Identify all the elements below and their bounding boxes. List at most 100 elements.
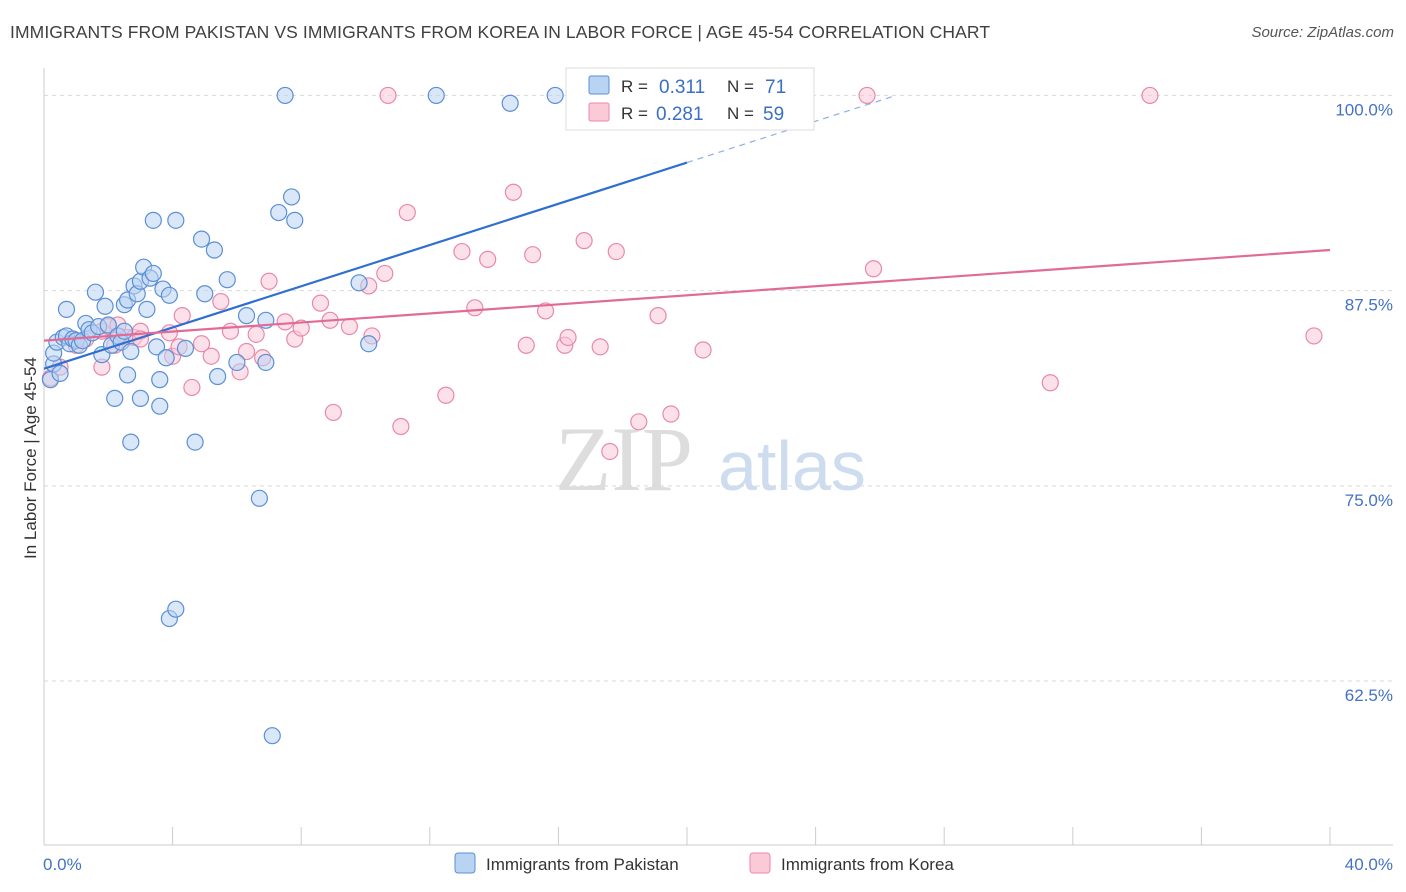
pakistan-point	[360, 335, 378, 353]
korea-point	[559, 328, 577, 347]
korea-point	[221, 322, 240, 340]
pakistan-point	[144, 211, 162, 229]
korea-point	[479, 250, 497, 268]
korea-point	[173, 307, 191, 325]
chart-source: Source: ZipAtlas.com	[1251, 24, 1394, 41]
legend-n-value-korea: 59	[763, 104, 784, 125]
korea-point	[202, 347, 220, 365]
pakistan-point	[131, 389, 150, 407]
korea-point	[276, 313, 294, 331]
pakistan-point	[138, 300, 156, 318]
korea-point	[864, 260, 883, 278]
legend-r-label-korea: R =	[621, 104, 648, 123]
korea-point	[247, 325, 265, 343]
pakistan-point	[192, 230, 211, 248]
y-tick-label: 75.0%	[1345, 491, 1393, 510]
trend-lines	[43, 94, 1331, 370]
pakistan-point	[122, 342, 140, 361]
pakistan-point	[144, 264, 162, 283]
korea-point	[694, 341, 712, 359]
pakistan-point	[151, 371, 169, 389]
pakistan-points	[41, 86, 564, 745]
korea-point	[524, 246, 542, 264]
y-tick-label: 62.5%	[1345, 686, 1393, 705]
korea-point	[575, 232, 593, 250]
pakistan-point	[167, 600, 185, 618]
pakistan-point	[350, 274, 368, 292]
pakistan-point	[257, 353, 275, 372]
pakistan-point	[263, 727, 281, 745]
series-legend-swatch-korea	[749, 852, 771, 874]
korea-point	[292, 319, 310, 337]
pakistan-trend-extension	[686, 94, 897, 164]
korea-point	[212, 292, 230, 311]
pakistan-point	[96, 297, 114, 315]
series-legend-swatch-pakistan	[454, 852, 476, 874]
watermark-zip: ZIP	[555, 408, 693, 510]
korea-point	[376, 264, 394, 283]
korea-point	[607, 242, 625, 261]
korea-point	[192, 335, 211, 353]
legend-n-label-korea: N =	[727, 104, 754, 123]
korea-point	[260, 272, 278, 290]
korea-point	[392, 417, 410, 436]
series-legend-label-korea: Immigrants from Korea	[781, 855, 954, 874]
pakistan-point	[151, 397, 169, 415]
x-tick-label-min: 0.0%	[43, 855, 82, 874]
pakistan-point	[160, 286, 178, 304]
pakistan-point	[157, 349, 175, 367]
korea-points	[41, 86, 1323, 461]
pakistan-point	[115, 322, 133, 340]
korea-point	[630, 413, 648, 431]
legend-swatch-korea	[588, 102, 610, 122]
pakistan-point	[205, 241, 223, 259]
pakistan-point	[86, 283, 105, 301]
pakistan-point	[270, 203, 288, 222]
pakistan-point	[237, 307, 256, 325]
legend-n-label-pakistan: N =	[727, 77, 754, 96]
korea-point	[662, 405, 680, 423]
axes	[43, 68, 1393, 846]
pakistan-point	[286, 211, 304, 229]
legend-r-value-korea: 0.281	[656, 104, 704, 125]
pakistan-point	[147, 338, 166, 356]
korea-point	[183, 378, 201, 397]
y-axis-label: In Labor Force | Age 45-54	[21, 357, 40, 559]
korea-point	[517, 336, 535, 354]
pakistan-point	[250, 489, 269, 507]
korea-point	[466, 299, 484, 317]
chart-title: IMMIGRANTS FROM PAKISTAN VS IMMIGRANTS F…	[10, 22, 991, 42]
stats-legend: R = 0.311 N = 71 R = 0.281 N = 59	[565, 67, 815, 131]
korea-point	[649, 307, 667, 325]
gridlines	[44, 94, 1393, 682]
pakistan-trend-line	[43, 161, 688, 370]
pakistan-point	[167, 211, 185, 229]
y-tick-labels: 100.0% 87.5% 75.0% 62.5%	[1335, 100, 1393, 705]
korea-point	[1141, 86, 1159, 105]
korea-point	[398, 203, 416, 222]
korea-trend-line	[43, 248, 1331, 342]
pakistan-point	[228, 353, 246, 372]
pakistan-point	[106, 389, 124, 407]
korea-point	[379, 86, 397, 105]
korea-point	[858, 86, 876, 105]
pakistan-point	[209, 367, 227, 386]
korea-point	[311, 294, 330, 312]
pakistan-point	[51, 364, 69, 382]
legend-n-value-pakistan: 71	[765, 77, 786, 98]
korea-point	[1041, 374, 1059, 392]
pakistan-point	[282, 188, 301, 206]
watermark-atlas: atlas	[718, 427, 866, 505]
korea-point	[1305, 327, 1323, 345]
korea-point	[453, 242, 471, 261]
korea-point	[536, 302, 555, 320]
y-tick-label: 87.5%	[1345, 296, 1393, 315]
series-legend: Immigrants from Pakistan Immigrants from…	[454, 852, 954, 874]
korea-point	[340, 317, 359, 336]
legend-r-label-pakistan: R =	[621, 77, 648, 96]
pakistan-point	[176, 339, 195, 358]
pakistan-point	[427, 86, 445, 105]
korea-point	[504, 183, 522, 201]
legend-r-value-pakistan: 0.311	[659, 77, 705, 98]
